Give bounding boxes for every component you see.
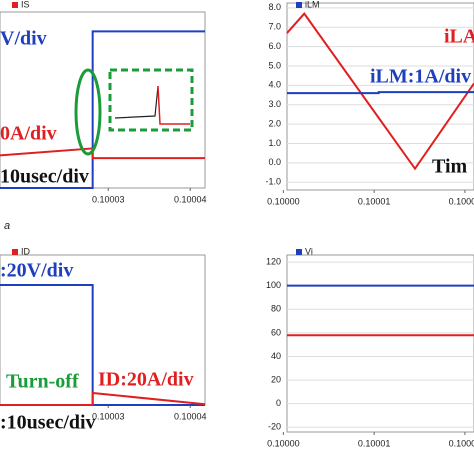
annotation: iLA [444, 26, 474, 48]
x-tick-label: 0.10004 [174, 411, 207, 421]
x-tick-label: 0.10004 [174, 194, 207, 204]
annotation: :20V/div [0, 260, 73, 282]
y-tick-label: 60 [271, 327, 281, 337]
y-tick-label: 6.0 [268, 41, 281, 51]
annotation: V/div [0, 28, 47, 50]
zoom-trace [157, 85, 190, 125]
annotation: 0A/div [0, 123, 57, 145]
x-tick-label: 0.10003 [92, 411, 125, 421]
series-line [0, 391, 206, 406]
series-line [286, 12, 474, 171]
y-tick-label: 3.0 [268, 99, 281, 109]
y-tick-label: 0 [276, 398, 281, 408]
legend-label: IS [21, 0, 30, 9]
y-tick-label: 1.0 [268, 138, 281, 148]
annotation: 10usec/div [0, 166, 89, 188]
series-line [0, 147, 205, 160]
panel: 0.10003 0.10004 ID :20V/div Turn-off ID:20A/d… [0, 246, 207, 434]
x-tick-label: 0.10002 [449, 196, 474, 206]
y-tick-label: 4.0 [268, 80, 281, 90]
legend-label: iLM [305, 0, 320, 9]
y-tick-label: 80 [271, 304, 281, 314]
y-tick-label: 100 [266, 280, 281, 290]
zoom-trace [114, 85, 159, 119]
series-line [0, 284, 205, 406]
annotation: Tim [432, 156, 468, 178]
panel: 120 100 80 60 40 20 0 -20 0.10000 0.10001 0.10002 V… [266, 246, 474, 448]
x-tick-label: 0.10003 [92, 194, 125, 204]
y-tick-label: 20 [271, 374, 281, 384]
x-tick-label: 0.10000 [267, 438, 300, 448]
highlight-ellipse [74, 68, 102, 156]
legend-label: ID [21, 246, 31, 256]
x-tick-label: 0.10000 [267, 196, 300, 206]
y-tick-label: 40 [271, 351, 281, 361]
plot-area [286, 2, 474, 191]
y-tick-label: -1.0 [265, 177, 281, 187]
panel-caption: a [4, 220, 10, 232]
series-line [0, 30, 205, 189]
y-tick-label: 8.0 [268, 2, 281, 12]
inset-annotation [74, 68, 194, 156]
x-tick-label: 0.10001 [358, 438, 391, 448]
zoom-box [108, 68, 194, 132]
legend-label: Vi [305, 246, 313, 256]
series-line [287, 91, 474, 95]
x-tick-label: 0.10002 [449, 438, 474, 448]
legend-swatch [12, 249, 18, 255]
legend-swatch [296, 249, 302, 255]
plot-area [0, 254, 206, 406]
legend-swatch [296, 2, 302, 8]
annotation: ID:20A/div [98, 369, 194, 391]
y-tick-label: 5.0 [268, 60, 281, 70]
x-tick-label: 0.10001 [358, 196, 391, 206]
panel: 0.10003 0.10004 IS V/div 0A/div 10usec/div a [0, 0, 207, 232]
legend-swatch [12, 2, 18, 8]
y-tick-label: 2.0 [268, 118, 281, 128]
y-tick-label: -20 [268, 422, 281, 432]
y-tick-label: 0.0 [268, 157, 281, 167]
y-tick-label: 120 [266, 256, 281, 266]
plot-area [286, 254, 474, 433]
annotation: :10usec/div [0, 412, 96, 434]
annotation: Turn-off [6, 371, 79, 393]
y-tick-label: 7.0 [268, 22, 281, 32]
panel: 8.0 7.0 6.0 5.0 4.0 3.0 2.0 1.0 0.0 -1.0 0.10000 0.… [265, 0, 474, 206]
annotation: iLM:1A/div [370, 66, 471, 88]
